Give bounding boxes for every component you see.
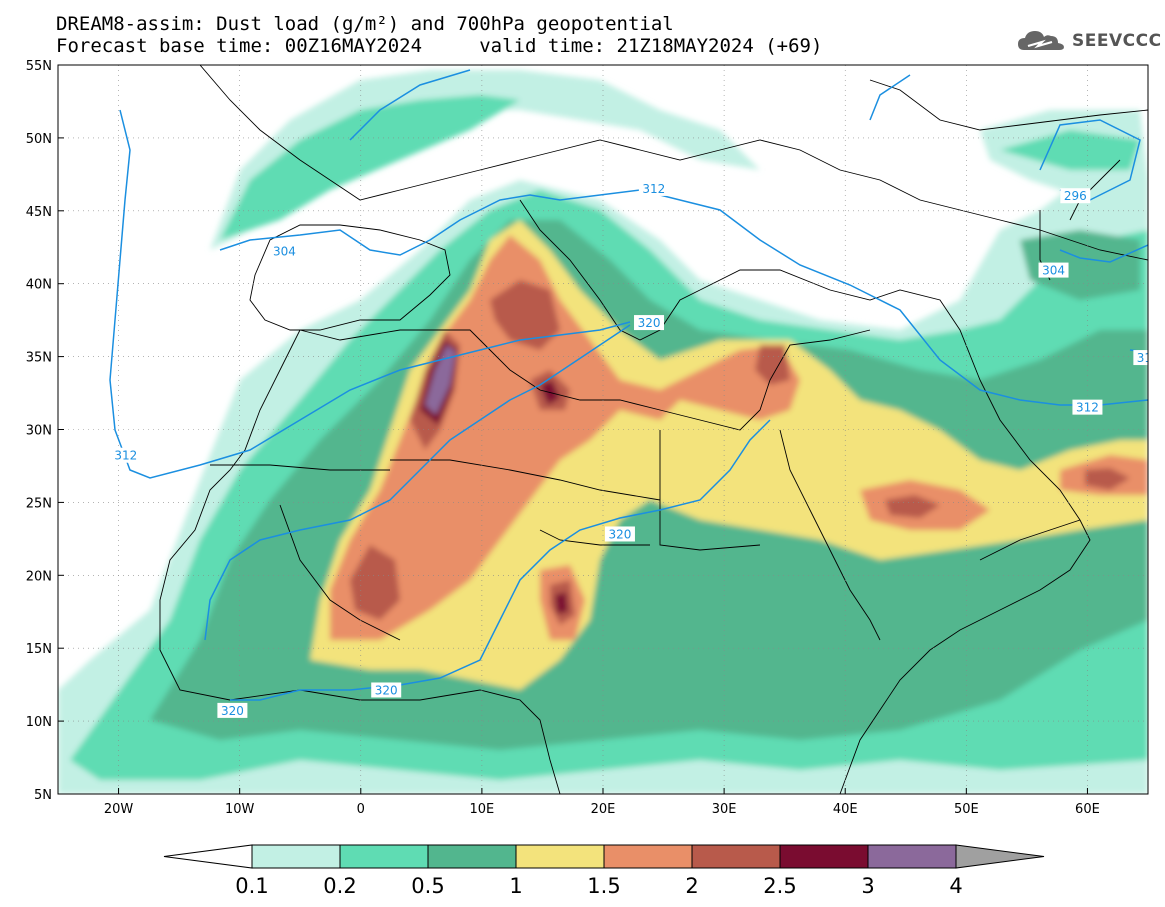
contour-label: 320 bbox=[221, 704, 244, 718]
dust-field bbox=[58, 70, 1148, 794]
logo-text: SEEVCCC bbox=[1072, 31, 1162, 51]
contour-label: 312 bbox=[114, 449, 137, 463]
contour-label-bg bbox=[371, 682, 402, 698]
colorbar-label: 0.5 bbox=[411, 874, 444, 898]
colorbar-label: 0.2 bbox=[323, 874, 356, 898]
colorbar-swatch bbox=[427, 844, 517, 869]
lat-tick-label: 35N bbox=[26, 351, 52, 366]
lon-tick-label: 50E bbox=[954, 802, 979, 817]
lon-tick-label: 0 bbox=[357, 802, 365, 817]
contour-label-bg bbox=[1038, 262, 1069, 278]
gridlines bbox=[58, 65, 1148, 794]
colorbar-swatch bbox=[779, 844, 869, 869]
contour-label: 320 bbox=[375, 683, 398, 697]
colorbar-label: 2.5 bbox=[763, 874, 796, 898]
contour-label-bg bbox=[1072, 399, 1103, 415]
contour-label-bg bbox=[1060, 188, 1091, 204]
contour-label-bg bbox=[110, 447, 141, 463]
colorbar-swatch bbox=[339, 844, 429, 869]
contour-label-bg bbox=[638, 180, 669, 196]
lat-tick-label: 30N bbox=[26, 424, 52, 439]
lat-tick-label: 10N bbox=[26, 715, 52, 730]
colorbar-label: 1 bbox=[509, 874, 522, 898]
lon-tick-label: 20E bbox=[591, 802, 616, 817]
colorbar-above-arrow bbox=[955, 844, 1045, 869]
lat-tick-label: 5N bbox=[34, 788, 52, 803]
contour-label: 312 bbox=[642, 182, 665, 196]
coastlines bbox=[159, 65, 1148, 794]
colorbar-label: 0.1 bbox=[235, 874, 268, 898]
lat-tick-label: 15N bbox=[26, 642, 52, 657]
colorbar-label: 3 bbox=[861, 874, 874, 898]
contour-label: 304 bbox=[273, 245, 296, 259]
contour-label: 312 bbox=[1076, 401, 1099, 415]
colorbar-swatch bbox=[867, 844, 957, 869]
latitude-labels: 55N 50N 45N 40N 35N 30N 25N 20N 15N 10N 5N bbox=[26, 59, 64, 803]
contour-label-bg bbox=[634, 315, 665, 331]
colorbar-label: 4 bbox=[949, 874, 962, 898]
seevccc-logo: SEEVCCC bbox=[1016, 28, 1162, 54]
contour-label-bg bbox=[1133, 350, 1148, 366]
map-title: DREAM8-assim: Dust load (g/m²) and 700hP… bbox=[56, 13, 674, 35]
contour-label: 31 bbox=[1137, 351, 1152, 365]
lat-tick-label: 25N bbox=[26, 496, 52, 511]
lon-tick-label: 30E bbox=[712, 802, 737, 817]
contour-label: 320 bbox=[638, 316, 661, 330]
lon-tick-label: 40E bbox=[833, 802, 858, 817]
lon-tick-label: 20W bbox=[104, 802, 134, 817]
lon-tick-label: 10W bbox=[225, 802, 255, 817]
colorbar-swatch bbox=[251, 844, 341, 869]
cloud-icon bbox=[1018, 31, 1064, 50]
contour-label: 296 bbox=[1064, 189, 1087, 203]
contour-label: 304 bbox=[1042, 264, 1065, 278]
colorbar-label: 1.5 bbox=[587, 874, 620, 898]
lon-tick-label: 10E bbox=[470, 802, 495, 817]
lon-tick-label: 60E bbox=[1075, 802, 1100, 817]
lat-tick-label: 50N bbox=[26, 132, 52, 147]
lat-tick-label: 45N bbox=[26, 205, 52, 220]
lat-tick-label: 40N bbox=[26, 278, 52, 293]
colorbar: 0.1 0.2 0.5 1 1.5 2 2.5 3 4 bbox=[163, 844, 1045, 898]
map-subtitle: Forecast base time: 00Z16MAY2024 valid t… bbox=[56, 35, 823, 57]
colorbar-swatch bbox=[691, 844, 781, 869]
map-area: 304 312 312 312 320 320 320 304 296 31 320 bbox=[58, 65, 1152, 794]
lat-tick-label: 55N bbox=[26, 59, 52, 74]
colorbar-label: 2 bbox=[685, 874, 698, 898]
colorbar-below-arrow bbox=[163, 844, 253, 869]
lat-tick-label: 20N bbox=[26, 569, 52, 584]
colorbar-swatch bbox=[603, 844, 693, 869]
contour-label: 320 bbox=[609, 527, 632, 541]
contour-label-bg bbox=[604, 526, 635, 542]
longitude-labels: 20W 10W 0 10E 20E 30E 40E 50E 60E bbox=[104, 788, 1100, 817]
contour-labels: 304 312 312 312 320 320 320 304 296 31 320 bbox=[110, 180, 1152, 718]
colorbar-swatch bbox=[515, 844, 605, 869]
contour-label-bg bbox=[269, 243, 300, 259]
contour-label-bg bbox=[217, 702, 248, 718]
